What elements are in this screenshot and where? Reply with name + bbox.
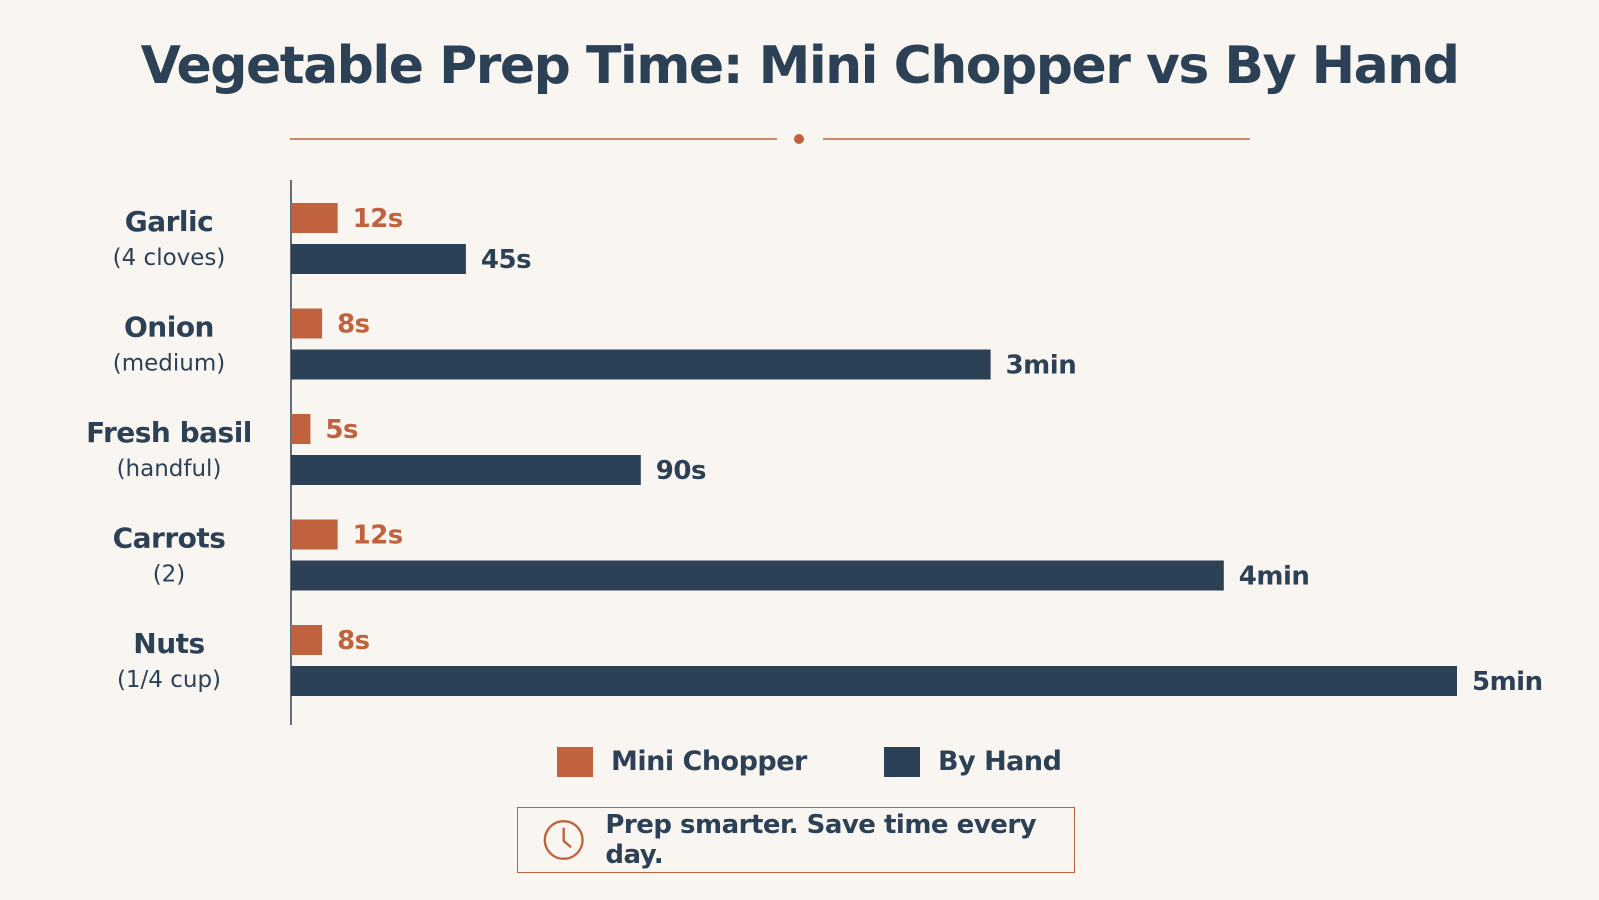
category-label-garlic: Garlic	[125, 205, 213, 238]
tagline-box: Prep smarter. Save time every day.	[517, 807, 1075, 873]
bar-mini-chopper-carrots	[291, 519, 338, 550]
value-label-mini-chopper-nuts: 8s	[337, 626, 370, 656]
bar-by-hand-onion	[291, 349, 991, 380]
value-label-by-hand-onion: 3min	[1006, 351, 1077, 381]
legend-item-by-hand: By Hand	[884, 746, 1062, 777]
divider-line-left	[290, 138, 777, 140]
value-label-mini-chopper-fresh-basil: 5s	[325, 415, 358, 445]
category-label-onion: Onion	[124, 311, 214, 344]
category-sublabel-carrots: (2)	[153, 562, 186, 588]
category-label-carrots: Carrots	[113, 522, 226, 555]
divider-line-right	[823, 138, 1250, 140]
value-label-mini-chopper-carrots: 12s	[353, 521, 403, 551]
legend-swatch-mini-chopper	[557, 746, 593, 777]
category-sublabel-garlic: (4 cloves)	[113, 245, 226, 271]
category-label-nuts: Nuts	[133, 627, 204, 660]
value-label-by-hand-garlic: 45s	[481, 245, 531, 275]
title-divider	[290, 130, 1250, 150]
clock-icon	[543, 819, 584, 861]
bar-mini-chopper-fresh-basil	[291, 414, 311, 444]
value-label-by-hand-carrots: 4min	[1239, 562, 1310, 592]
legend: Mini Chopper By Hand	[0, 746, 1599, 780]
bar-by-hand-garlic	[291, 244, 466, 274]
bar-by-hand-carrots	[291, 560, 1224, 591]
legend-label-mini-chopper: Mini Chopper	[611, 746, 807, 777]
bar-mini-chopper-onion	[291, 308, 323, 339]
value-label-mini-chopper-onion: 8s	[337, 310, 370, 340]
category-label-fresh-basil: Fresh basil	[86, 416, 252, 449]
category-sublabel-fresh-basil: (handful)	[117, 456, 222, 482]
value-label-by-hand-nuts: 5min	[1472, 667, 1543, 697]
tagline-text: Prep smarter. Save time every day.	[605, 810, 1037, 870]
bar-by-hand-nuts	[291, 666, 1457, 696]
bar-by-hand-fresh-basil	[291, 455, 641, 485]
bar-mini-chopper-nuts	[291, 625, 323, 655]
value-label-by-hand-fresh-basil: 90s	[656, 456, 706, 486]
chart-title: Vegetable Prep Time: Mini Chopper vs By …	[140, 36, 1460, 96]
bar-mini-chopper-garlic	[291, 203, 338, 233]
category-sublabel-nuts: (1/4 cup)	[117, 667, 221, 693]
legend-item-mini-chopper: Mini Chopper	[557, 746, 807, 777]
bar-chart: Garlic (4 cloves) 12s 45s Onion (medium) 8s 3mi…	[86, 180, 1543, 725]
value-label-mini-chopper-garlic: 12s	[353, 204, 403, 234]
legend-swatch-by-hand	[884, 746, 920, 777]
legend-label-by-hand: By Hand	[938, 746, 1062, 777]
divider-dot	[794, 134, 804, 144]
category-sublabel-onion: (medium)	[113, 351, 225, 377]
